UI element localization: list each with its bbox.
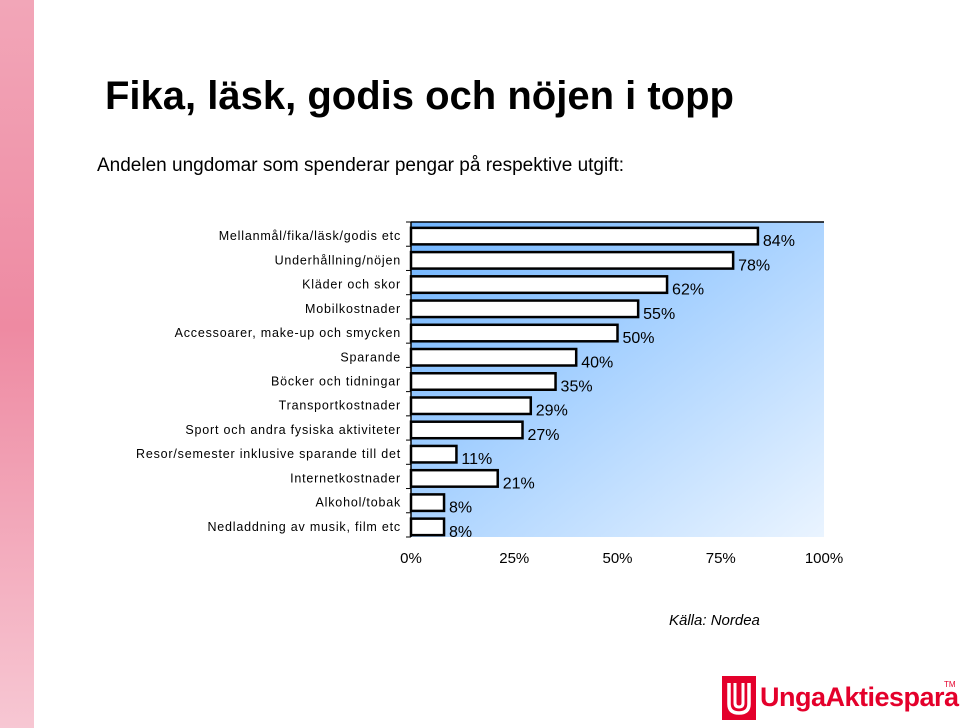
category-label: Underhållning/nöjen — [275, 253, 401, 267]
bar — [409, 250, 735, 270]
data-label: 35% — [561, 379, 593, 396]
logo-tm: TM — [944, 680, 956, 689]
category-label: Nedladdning av musik, film etc — [207, 520, 401, 534]
bar — [409, 299, 640, 319]
category-label: Alkohol/tobak — [316, 496, 401, 510]
bar — [409, 493, 446, 513]
bar — [409, 468, 499, 488]
category-label: Böcker och tidningar — [271, 375, 401, 389]
data-label: 27% — [528, 427, 560, 444]
x-tick-label: 100% — [805, 550, 843, 567]
x-tick-label: 50% — [602, 550, 632, 567]
unga-aktiesparare-logo: UngaAktiesparare TM — [722, 676, 960, 724]
bar — [409, 323, 619, 343]
bar — [409, 347, 578, 367]
logo-text: UngaAktiesparare — [760, 682, 960, 712]
page-subtitle: Andelen ungdomar som spenderar pengar på… — [97, 155, 625, 176]
bar — [409, 444, 458, 464]
data-label: 84% — [763, 233, 795, 250]
data-label: 21% — [503, 475, 535, 492]
bar — [409, 226, 760, 246]
category-label: Kläder och skor — [302, 278, 401, 292]
category-label: Internetkostnader — [290, 471, 401, 485]
bar — [409, 372, 557, 391]
side-stripe — [0, 0, 34, 728]
category-label: Mobilkostnader — [305, 302, 401, 316]
data-label: 8% — [449, 524, 472, 541]
x-tick-label: 75% — [706, 550, 736, 567]
data-label: 50% — [623, 330, 655, 347]
x-tick-label: 25% — [499, 550, 529, 567]
data-label: 29% — [536, 403, 568, 420]
category-label: Resor/semester inklusive sparande till d… — [136, 447, 401, 461]
source-note: Källa: Nordea — [669, 612, 760, 629]
data-label: 8% — [449, 500, 472, 517]
bar — [409, 396, 533, 416]
data-label: 40% — [581, 354, 613, 371]
bar — [409, 275, 669, 295]
category-label: Sparande — [340, 350, 401, 364]
x-tick-label: 0% — [400, 550, 422, 567]
page-title: Fika, läsk, godis och nöjen i topp — [105, 74, 734, 118]
data-label: 62% — [672, 282, 704, 299]
bar — [409, 420, 524, 440]
data-label: 11% — [461, 451, 492, 468]
category-label: Accessoarer, make-up och smycken — [175, 326, 401, 340]
bar — [409, 517, 446, 537]
data-label: 78% — [738, 257, 770, 274]
category-label: Mellanmål/fika/läsk/godis etc — [219, 229, 401, 243]
category-label: Sport och andra fysiska aktiviteter — [185, 423, 401, 437]
data-label: 55% — [643, 306, 675, 323]
logo-mark-icon — [722, 676, 756, 720]
category-label: Transportkostnader — [279, 399, 401, 413]
